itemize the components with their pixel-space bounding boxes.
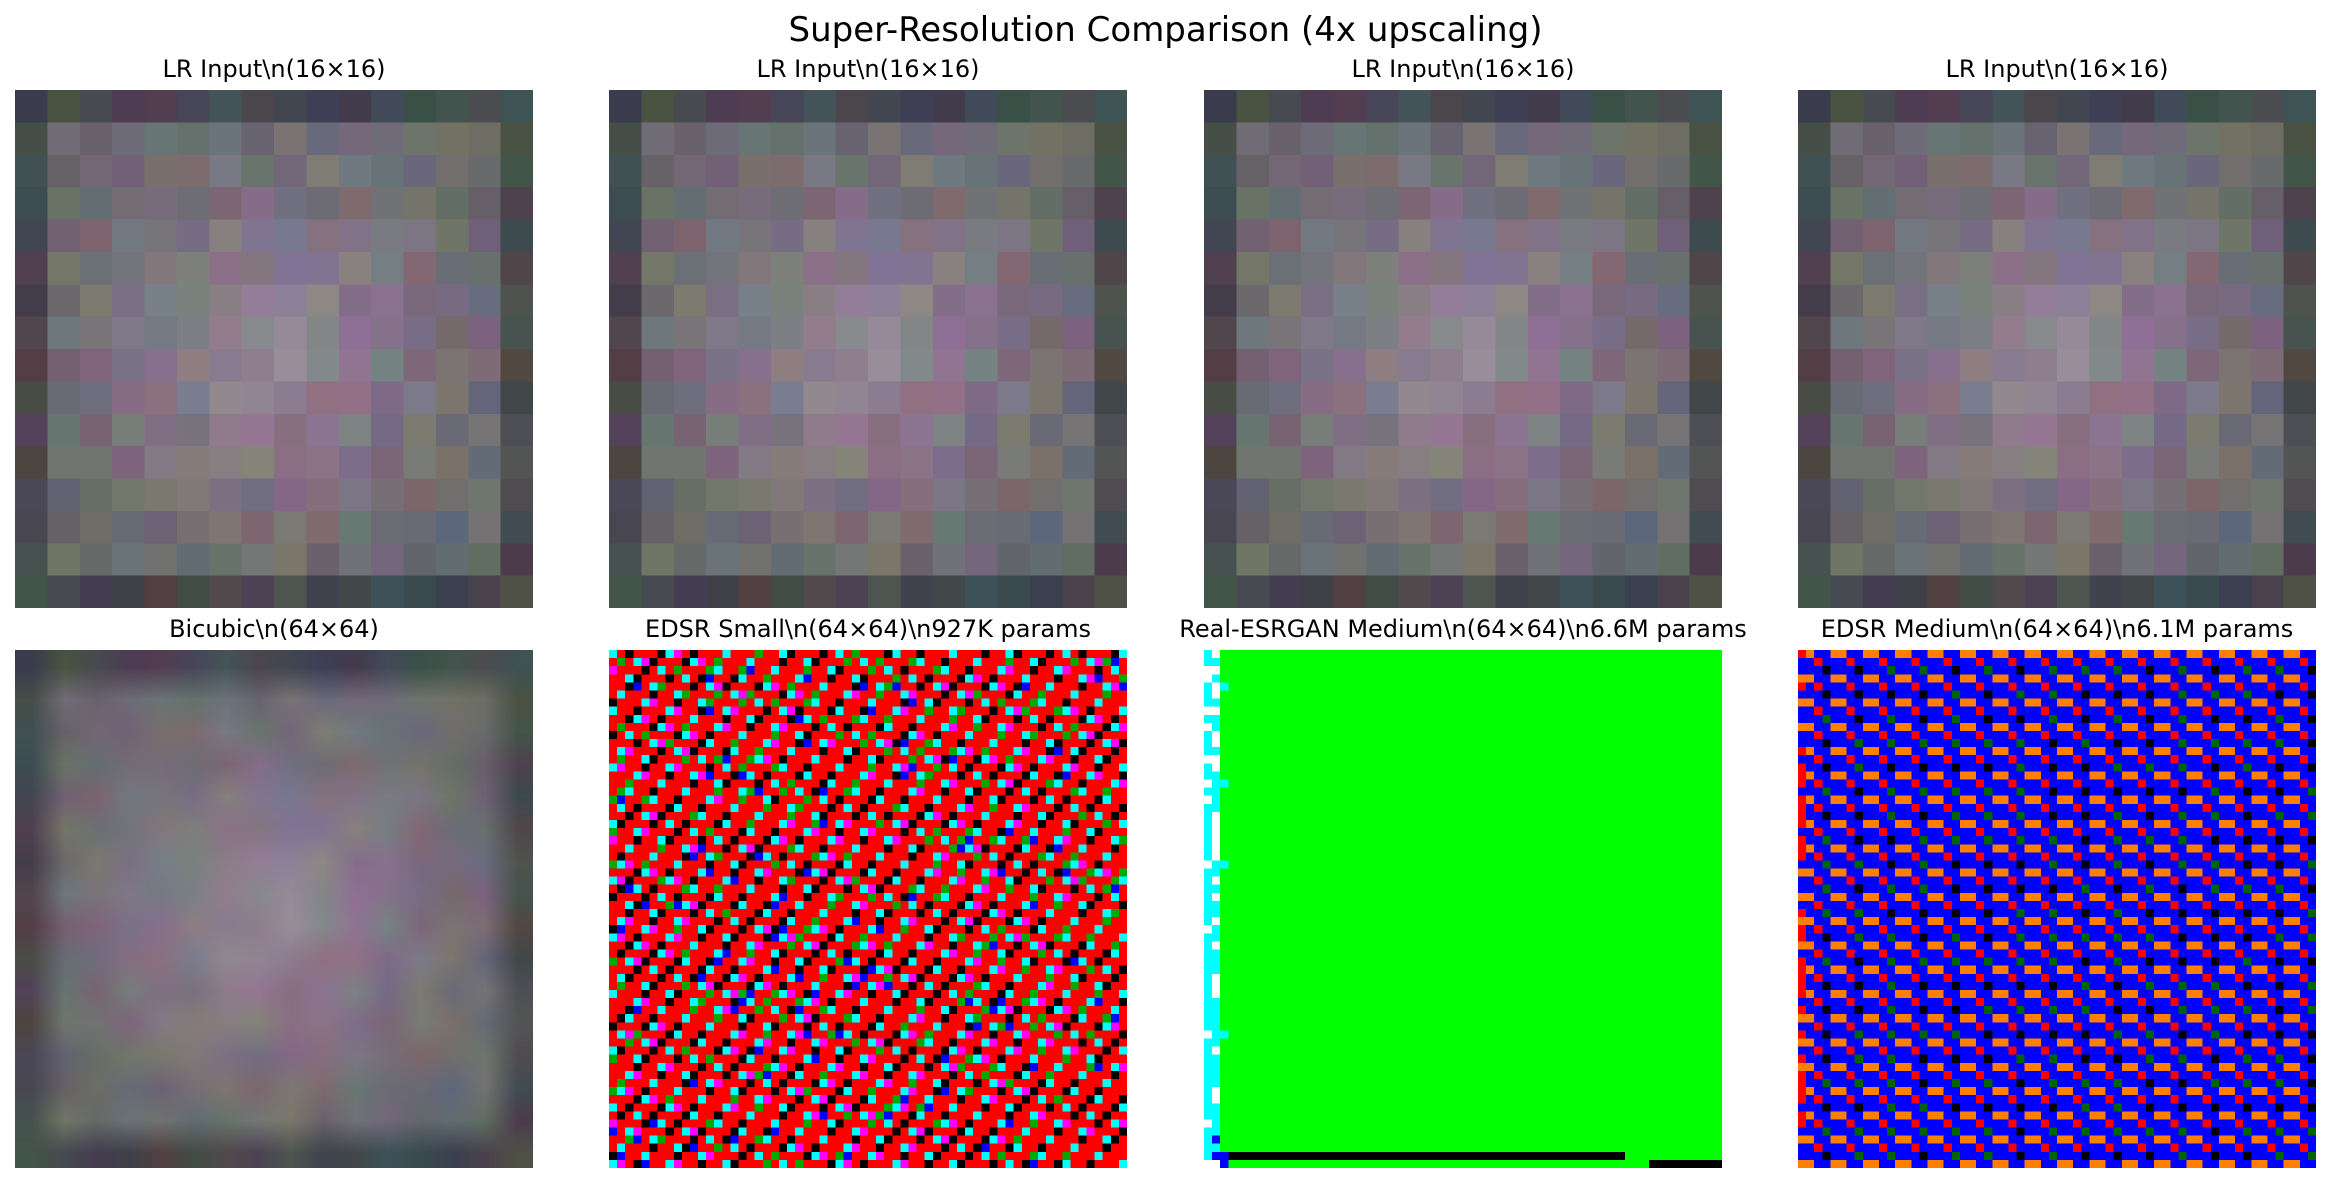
edsr-medium-output-image xyxy=(1798,650,2316,1168)
lr-input-image-4 xyxy=(1798,90,2316,608)
panel-title-edsr-small: EDSR Small\n(64×64)\n927K params xyxy=(645,615,1091,643)
bicubic-output-image xyxy=(15,650,533,1168)
lr-input-image-2 xyxy=(609,90,1127,608)
panel-title-real-esrgan-medium: Real-ESRGAN Medium\n(64×64)\n6.6M params xyxy=(1179,615,1747,643)
panel-title-lr-input-4: LR Input\n(16×16) xyxy=(1945,55,2169,83)
real-esrgan-medium-output-image xyxy=(1204,650,1722,1168)
panel-title-lr-input-2: LR Input\n(16×16) xyxy=(756,55,980,83)
panel-title-lr-input-3: LR Input\n(16×16) xyxy=(1351,55,1575,83)
figure-title: Super-Resolution Comparison (4x upscalin… xyxy=(788,10,1543,50)
panel-title-edsr-medium: EDSR Medium\n(64×64)\n6.1M params xyxy=(1820,615,2294,643)
panel-title-bicubic: Bicubic\n(64×64) xyxy=(169,615,379,643)
panel-title-lr-input-1: LR Input\n(16×16) xyxy=(162,55,386,83)
lr-input-image-3 xyxy=(1204,90,1722,608)
lr-input-image-1 xyxy=(15,90,533,608)
edsr-small-output-image xyxy=(609,650,1127,1168)
